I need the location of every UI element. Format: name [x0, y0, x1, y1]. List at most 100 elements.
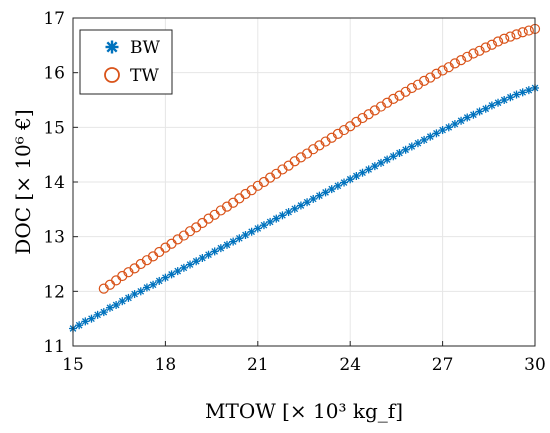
bw-point: [155, 276, 164, 285]
bw-point: [75, 321, 84, 330]
bw-point: [512, 90, 521, 99]
tw-point: [468, 48, 479, 59]
bw-point: [463, 113, 472, 122]
x-tick-label: 24: [339, 355, 361, 375]
bw-point: [475, 107, 484, 116]
bw-point: [142, 283, 151, 292]
bw-point: [87, 314, 96, 323]
bw-point: [383, 155, 392, 164]
series-tw: [98, 23, 541, 294]
tw-point: [517, 27, 528, 38]
tw-point: [449, 58, 461, 69]
tw-point: [480, 42, 491, 53]
bw-point: [124, 293, 133, 302]
legend-entry-tw: TW: [104, 66, 159, 86]
bw-point: [235, 234, 244, 243]
tw-point: [154, 246, 165, 258]
legend-label: TW: [130, 66, 159, 86]
bw-point: [327, 185, 336, 194]
y-tick-label: 16: [43, 64, 65, 84]
bw-point: [303, 198, 312, 207]
x-tick-label: 30: [524, 355, 546, 375]
y-tick-label: 17: [43, 9, 65, 29]
legend-marker-bw: [105, 40, 119, 54]
bw-point: [518, 88, 527, 97]
tw-point: [234, 193, 245, 204]
y-tick-label: 12: [43, 282, 65, 302]
series-bw: [69, 83, 539, 333]
tw-point: [197, 217, 208, 229]
bw-point: [494, 98, 503, 107]
tw-point: [511, 29, 522, 40]
tw-point: [523, 25, 534, 36]
bw-point: [210, 247, 219, 256]
legend-entry-bw: BW: [105, 38, 160, 58]
bw-point: [186, 260, 195, 269]
bw-point: [93, 310, 102, 319]
bw-point: [438, 126, 447, 135]
bw-point: [179, 263, 188, 272]
axis-ticks: 15 18 21 24 27 30 11 12 13 14 15 16 17: [43, 9, 545, 375]
x-tick-label: 27: [432, 355, 454, 375]
bw-point: [426, 132, 435, 141]
bw-point: [469, 110, 478, 119]
bw-point: [118, 297, 127, 306]
x-tick-label: 18: [155, 355, 177, 375]
tw-point: [486, 39, 497, 50]
bw-point: [450, 120, 459, 129]
series-layer: [69, 23, 541, 333]
bw-point: [204, 250, 213, 259]
y-tick-label: 15: [43, 118, 65, 138]
bw-point: [340, 178, 349, 187]
bw-point: [352, 171, 361, 180]
bw-point: [241, 231, 250, 240]
bw-point: [346, 175, 355, 184]
bw-point: [216, 244, 225, 253]
bw-point: [407, 142, 416, 151]
bw-point: [321, 188, 330, 197]
bw-point: [377, 158, 385, 167]
legend-box: [79, 29, 173, 95]
tw-point: [492, 36, 504, 47]
y-tick-label: 13: [43, 228, 65, 248]
bw-point: [259, 221, 268, 230]
tw-point: [406, 82, 417, 94]
bw-point: [278, 211, 287, 220]
bw-point: [370, 162, 379, 171]
y-tick-label: 11: [43, 337, 65, 357]
bw-point: [444, 123, 453, 132]
bw-point: [413, 139, 422, 148]
bw-point: [333, 181, 342, 190]
bw-point: [420, 135, 429, 144]
bw-point: [401, 145, 410, 154]
tw-point: [419, 75, 430, 86]
tw-point: [474, 45, 485, 56]
bw-point: [524, 86, 533, 95]
bw-point: [149, 280, 158, 289]
bw-point: [481, 104, 490, 113]
x-tick-label: 15: [62, 355, 84, 375]
bw-point: [105, 303, 114, 312]
y-tick-label: 14: [43, 173, 65, 193]
bw-point: [229, 237, 238, 246]
bw-point: [247, 227, 256, 236]
x-tick-label: 21: [247, 355, 269, 375]
bw-point: [167, 270, 176, 279]
tw-point: [111, 275, 122, 286]
bw-point: [161, 273, 170, 282]
tw-point: [505, 31, 516, 42]
bw-point: [389, 152, 398, 161]
bw-point: [358, 168, 367, 177]
bw-point: [487, 101, 496, 110]
bw-point: [500, 96, 509, 104]
bw-point: [99, 308, 108, 317]
x-axis-label: MTOW [× 10³ kg_f]: [205, 399, 403, 423]
tw-point: [437, 65, 448, 76]
tw-point: [462, 51, 473, 62]
bw-point: [296, 201, 305, 210]
legend: BW TW: [79, 29, 173, 95]
bw-point: [432, 129, 441, 138]
bw-point: [112, 301, 121, 309]
bw-point: [364, 165, 373, 174]
